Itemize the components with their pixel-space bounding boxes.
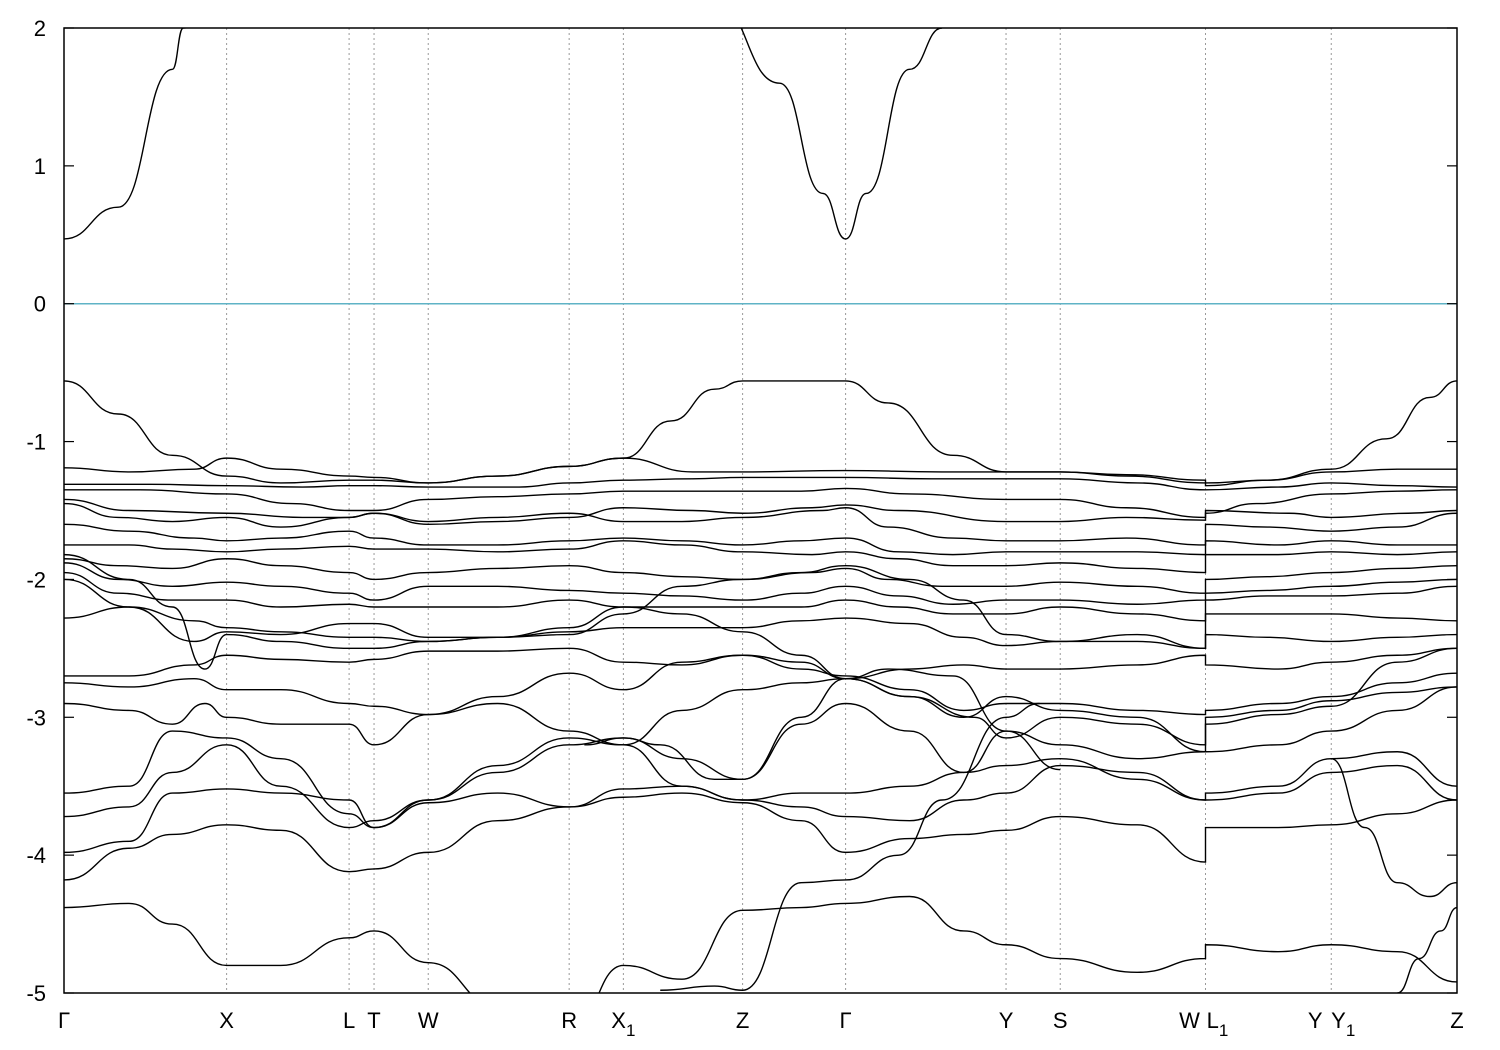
x-tick-label: Z xyxy=(736,1008,749,1033)
y-tick-label: -4 xyxy=(26,843,46,868)
band-line-26 xyxy=(1397,906,1457,993)
band-line-5 xyxy=(64,498,1457,525)
x-tick-label: L xyxy=(343,1008,355,1033)
band-line-2 xyxy=(64,457,1457,487)
y-tick-label: -5 xyxy=(26,981,46,1006)
x-tick-label: T xyxy=(367,1008,380,1033)
band-line-22 xyxy=(64,578,1457,753)
band-line-23 xyxy=(660,702,1040,991)
band-line-6 xyxy=(64,502,1457,546)
y-tick-label: -1 xyxy=(26,430,46,455)
band-line-0 xyxy=(64,28,943,240)
band-line-4 xyxy=(64,487,1457,519)
band-line-20 xyxy=(64,792,1457,881)
kpoint-grid-lines xyxy=(226,28,1332,993)
x-tick-label: Γ xyxy=(840,1008,852,1033)
plot-frame xyxy=(63,27,1458,994)
band-line-16 xyxy=(64,677,1457,746)
band-line-8 xyxy=(64,540,1457,574)
y-tick-label: 0 xyxy=(34,292,46,317)
x-tick-label: Y xyxy=(1308,1008,1323,1033)
band-line-11 xyxy=(64,571,1457,622)
band-line-24 xyxy=(584,668,1061,781)
y-tick-label: 2 xyxy=(34,16,46,41)
y-tick-label: -2 xyxy=(26,567,46,592)
band-line-18 xyxy=(64,737,1457,829)
x-tick-label: W xyxy=(418,1008,439,1033)
x-tick-label: Z xyxy=(1450,1008,1463,1033)
x-tick-label: Γ xyxy=(58,1008,70,1033)
y-axis: 2 1 0 -1 -2 -3 -4 -5 xyxy=(26,16,1457,1006)
x-tick-label: R xyxy=(561,1008,577,1033)
x-tick-label: W xyxy=(1179,1008,1200,1033)
band-line-25 xyxy=(1331,757,1457,898)
band-line-13 xyxy=(64,553,1457,670)
band-lines xyxy=(64,28,1457,993)
y-tick-label: 1 xyxy=(34,154,46,179)
x-tick-label: Y1 xyxy=(1331,1008,1355,1040)
x-tick-label: S xyxy=(1053,1008,1068,1033)
band-line-12 xyxy=(64,606,1457,650)
band-line-9 xyxy=(64,558,1457,594)
band-line-14 xyxy=(64,647,1457,680)
x-tick-label: Y xyxy=(999,1008,1014,1033)
x-tick-label: X xyxy=(219,1008,234,1033)
band-line-15 xyxy=(64,654,1457,716)
band-line-7 xyxy=(64,523,1457,556)
x-axis: Γ X L T W R X1 Z Γ Y S W L1 Y Y1 Z xyxy=(58,1008,1464,1040)
band-line-1 xyxy=(64,380,1457,484)
band-line-3 xyxy=(64,476,1457,491)
x-tick-label: X1 xyxy=(611,1008,635,1040)
y-tick-label: -3 xyxy=(26,705,46,730)
band-line-10 xyxy=(64,562,1457,605)
band-line-21 xyxy=(64,895,1457,993)
x-tick-label: L1 xyxy=(1207,1008,1229,1040)
band-line-19 xyxy=(64,757,1457,854)
